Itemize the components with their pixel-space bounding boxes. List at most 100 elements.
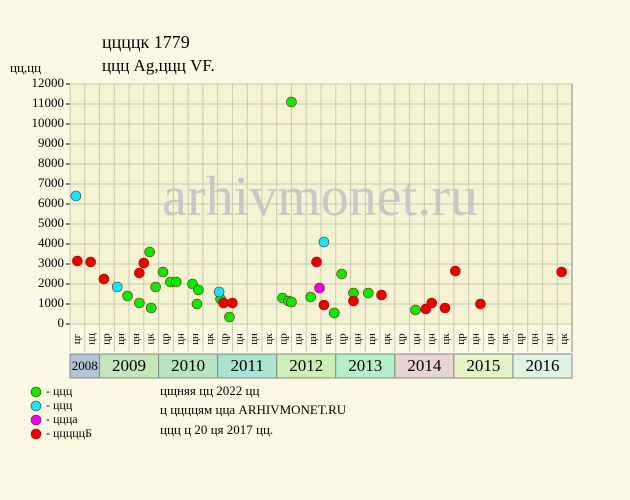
quarter-label: цн [292, 333, 304, 345]
watermark: arhivmonet.ru [162, 166, 478, 228]
quarter-label: цн [115, 333, 127, 345]
point [475, 298, 486, 310]
quarter-label: цн [189, 333, 201, 345]
quarter-label: цк [263, 333, 275, 345]
legend-marker [30, 414, 42, 426]
quarter-label: цн [411, 333, 423, 345]
point [144, 246, 156, 258]
point [138, 257, 150, 269]
legend-marker [30, 400, 42, 412]
point [286, 296, 297, 308]
point [171, 276, 182, 288]
y-tick-label: 4000 [38, 235, 64, 250]
point [213, 286, 225, 298]
year-label: 2010 [171, 356, 205, 375]
y-tick-label: 7000 [38, 175, 64, 190]
point [426, 297, 438, 309]
quarter-label: цн [233, 333, 245, 345]
point [111, 281, 123, 293]
quarter-label: цк [499, 333, 511, 345]
quarter-label: цк [440, 333, 452, 345]
point [134, 297, 145, 309]
quarter-label: цр [514, 333, 526, 345]
quarter-label: цк [204, 333, 216, 345]
quarter-label: цр [219, 333, 231, 345]
y-tick-label: 0 [58, 315, 65, 330]
point [286, 96, 297, 108]
legend-marker [30, 428, 42, 440]
quarter-label: цн [248, 333, 260, 345]
point [145, 302, 157, 314]
point [227, 297, 238, 309]
chart-title: ццццк 1779 [102, 32, 190, 52]
year-label: 2015 [466, 356, 500, 375]
point [328, 307, 340, 319]
year-band [394, 353, 455, 379]
point [336, 268, 347, 280]
point [72, 255, 83, 267]
chart-subtitle: ццц Ag,ццц VF. [102, 56, 215, 75]
quarter-label: цн [529, 333, 541, 345]
y-tick-label: 5000 [38, 215, 64, 230]
y-tick-label: 8000 [38, 155, 64, 170]
point [157, 266, 169, 278]
point [224, 311, 235, 323]
quarter-label: цр [160, 333, 172, 345]
point [410, 304, 421, 316]
quarter-label: цк [322, 333, 334, 345]
point [362, 287, 374, 299]
quarter-label: цн [351, 333, 363, 345]
year-band [453, 353, 514, 379]
year-label: 2016 [525, 356, 559, 375]
legend-marker [30, 386, 42, 398]
point [85, 256, 96, 268]
year-band [512, 353, 573, 379]
quarter-label: цр [396, 333, 408, 345]
legend-label: - ццц [46, 384, 73, 398]
point [70, 190, 82, 202]
quarter-label: цк [145, 333, 157, 345]
y-tick-label: 12000 [32, 75, 65, 90]
y-tick-label: 3000 [38, 255, 64, 270]
point [122, 290, 133, 302]
year-band [276, 353, 337, 379]
point [376, 289, 387, 301]
quarter-label: цр [100, 333, 112, 345]
quarter-label: цн [130, 333, 142, 345]
y-tick-label: 10000 [32, 115, 65, 130]
point [134, 267, 145, 279]
point [556, 266, 567, 278]
quarter-label: цн [174, 333, 186, 345]
point [191, 298, 203, 310]
point [193, 284, 204, 296]
quarter-label: цн [484, 333, 496, 345]
point [98, 273, 110, 285]
year-label: 2012 [289, 356, 323, 375]
year-label: 2014 [407, 356, 442, 375]
year-band [217, 353, 278, 379]
year-band [69, 353, 101, 379]
year-band [99, 353, 160, 379]
quarter-label: цр [455, 333, 467, 345]
note: ц ццццям цца ARHIVMONET.RU [160, 402, 347, 417]
note: цщняя цц 2022 цц [160, 383, 260, 398]
y-tick-label: 6000 [38, 195, 64, 210]
y-tick-label: 9000 [38, 135, 64, 150]
quarter-label: цк [381, 333, 393, 345]
quarter-label: цн [366, 333, 378, 345]
point [150, 281, 161, 293]
year-label: 2009 [112, 356, 146, 375]
quarter-label: цн [307, 333, 319, 345]
point [439, 302, 451, 314]
quarter-label: цк [558, 333, 570, 345]
point [318, 236, 330, 248]
year-label: 2013 [348, 356, 382, 375]
quarter-label: цг [71, 333, 83, 344]
year-label: 2011 [230, 356, 263, 375]
quarter-label: цц [86, 333, 98, 345]
quarter-label: цн [425, 333, 437, 345]
point [450, 265, 461, 277]
note: ццц ц 20 ця 2017 цц. [160, 422, 273, 437]
point [218, 297, 229, 309]
